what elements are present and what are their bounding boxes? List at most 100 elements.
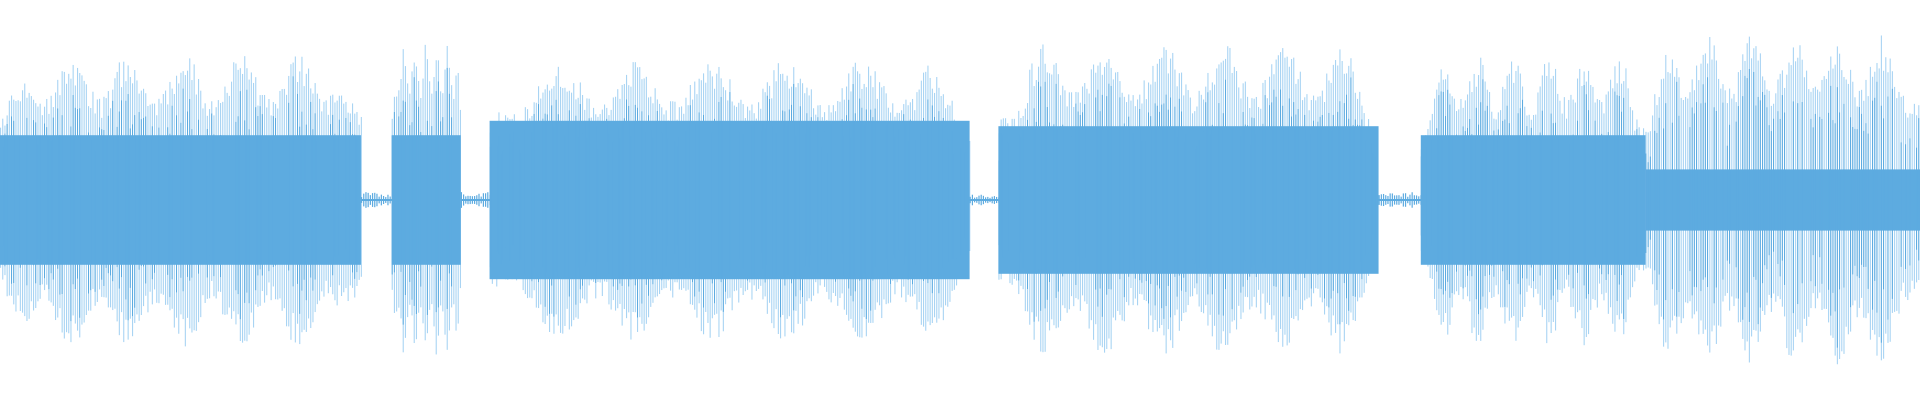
waveform-sample	[951, 130, 953, 259]
waveform-sample	[169, 133, 171, 298]
waveform-sample	[334, 133, 336, 257]
waveform-sample	[1176, 136, 1178, 297]
waveform-sample	[947, 139, 949, 262]
waveform-sample	[275, 118, 276, 266]
waveform-sample	[1722, 102, 1724, 280]
waveform-sample	[1872, 100, 1874, 310]
waveform-sample	[110, 136, 111, 276]
waveform-sample	[127, 94, 129, 321]
waveform-sample	[1049, 122, 1050, 282]
waveform-sample	[1242, 111, 1244, 287]
waveform-sample	[549, 124, 550, 314]
waveform-sample	[1055, 83, 1057, 298]
waveform-sample	[1658, 117, 1660, 275]
waveform-sample	[198, 119, 199, 274]
waveform-sample	[1504, 119, 1506, 307]
waveform-sample	[1759, 100, 1761, 308]
waveform-sample	[518, 149, 520, 263]
waveform-sample	[1645, 153, 1647, 253]
waveform-sample	[1489, 137, 1490, 275]
waveform-sample	[1225, 79, 1226, 290]
waveform-sample	[788, 109, 790, 275]
waveform-sample	[513, 131, 515, 246]
waveform-sample	[931, 105, 933, 294]
waveform-sample	[1671, 122, 1673, 290]
waveform-sample	[885, 125, 887, 260]
waveform-sample	[1748, 68, 1750, 322]
waveform-sample	[1033, 108, 1035, 322]
waveform-sample	[898, 129, 900, 251]
waveform-sample	[1231, 128, 1233, 310]
waveform-sample	[1713, 107, 1715, 304]
waveform-sample	[1027, 119, 1028, 289]
waveform-sample	[718, 101, 720, 279]
waveform-sample	[1044, 81, 1046, 309]
waveform-sample	[604, 129, 605, 254]
waveform-sample	[1883, 118, 1885, 290]
waveform-sample	[751, 124, 753, 280]
waveform-sample	[1649, 156, 1651, 240]
waveform-sample	[656, 110, 658, 266]
waveform-sample	[176, 115, 177, 293]
waveform-sample	[398, 116, 400, 260]
waveform-sample	[391, 135, 393, 275]
waveform-sample	[511, 141, 513, 246]
waveform-sample	[1471, 134, 1473, 277]
waveform-sample	[1832, 120, 1834, 293]
waveform-sample	[1262, 123, 1264, 263]
waveform-sample	[1541, 110, 1543, 266]
waveform-sample	[1038, 81, 1039, 270]
waveform-sample	[451, 117, 453, 287]
waveform-sample	[874, 108, 876, 268]
waveform-sample	[1502, 120, 1504, 272]
waveform-sample	[608, 133, 610, 275]
waveform-sample	[582, 133, 583, 286]
waveform-sample	[544, 113, 546, 307]
waveform-sample	[509, 133, 511, 261]
waveform-sample	[1867, 133, 1869, 289]
waveform-sample	[1007, 142, 1009, 252]
waveform-sample	[912, 142, 913, 285]
waveform-sample	[1354, 119, 1356, 297]
waveform-sample	[1654, 130, 1656, 271]
waveform-sample	[1273, 89, 1275, 287]
waveform-sample	[1339, 101, 1341, 325]
waveform-sample	[1159, 111, 1160, 289]
waveform-sample	[942, 117, 944, 269]
waveform-sample	[1689, 127, 1691, 272]
waveform-sample	[1863, 130, 1865, 267]
waveform-sample	[964, 152, 966, 239]
waveform-sample	[1350, 77, 1352, 270]
waveform-sample	[88, 132, 89, 294]
waveform-sample	[1174, 106, 1176, 277]
waveform-sample	[1060, 126, 1061, 268]
waveform-sample	[1291, 116, 1292, 274]
waveform-sample	[292, 76, 294, 287]
waveform-sample	[1526, 126, 1528, 279]
waveform-sample	[1700, 103, 1702, 292]
waveform-sample	[852, 84, 854, 302]
waveform-sample	[694, 124, 696, 297]
waveform-sample	[1792, 101, 1794, 314]
waveform-sample	[1368, 130, 1369, 254]
waveform-sample	[74, 107, 76, 290]
waveform-sample	[502, 150, 504, 261]
waveform-sample	[1770, 131, 1772, 298]
waveform-sample	[1181, 111, 1182, 291]
waveform-sample	[158, 127, 160, 265]
waveform-sample	[187, 111, 188, 277]
waveform-sample	[415, 100, 417, 314]
waveform-sample	[1141, 141, 1143, 283]
waveform-sample	[39, 135, 41, 285]
waveform-sample	[11, 116, 12, 284]
waveform-sample	[1533, 142, 1534, 282]
waveform-sample	[1647, 162, 1649, 248]
waveform-sample	[903, 114, 905, 265]
waveform-sample	[1599, 141, 1600, 269]
waveform-sample	[505, 134, 506, 248]
waveform-sample	[1742, 96, 1744, 320]
waveform-sample	[1447, 89, 1449, 282]
waveform-sample	[154, 135, 155, 273]
